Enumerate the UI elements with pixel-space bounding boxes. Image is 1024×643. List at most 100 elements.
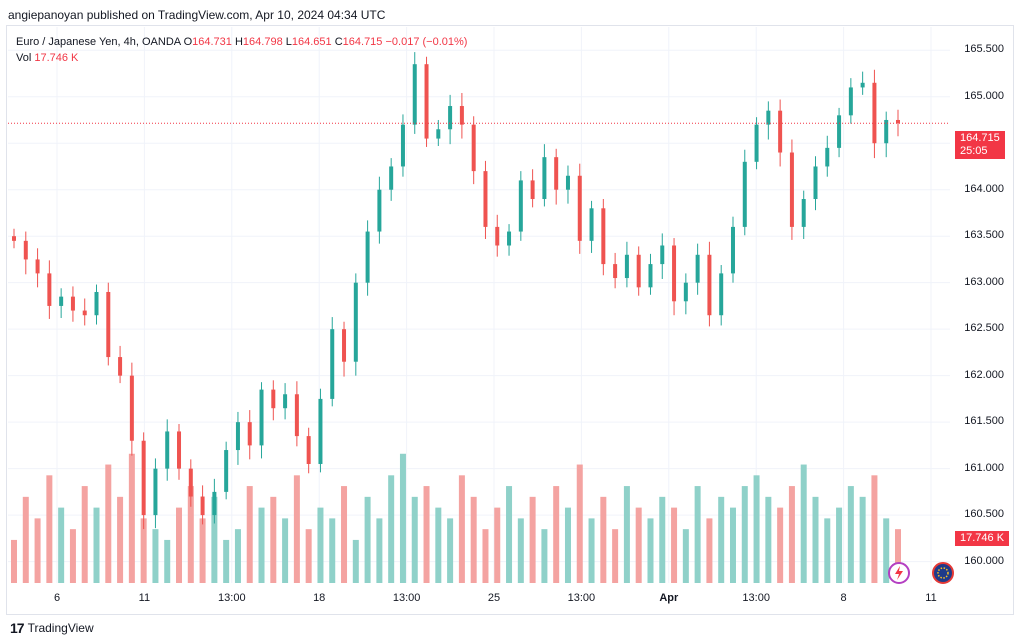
candle-body xyxy=(730,226,735,274)
volume-bar xyxy=(871,475,878,583)
candle-body xyxy=(283,394,288,409)
footer-brand[interactable]: 17 TradingView xyxy=(10,620,94,636)
candle-body xyxy=(801,199,806,227)
candle-body xyxy=(153,468,158,516)
volume-bar xyxy=(753,475,760,583)
candle-body xyxy=(872,82,877,144)
time-tick-label: 11 xyxy=(138,592,151,604)
volume-bar xyxy=(34,518,41,583)
lightning-icon[interactable] xyxy=(888,562,910,584)
volume-bar xyxy=(376,518,383,583)
candle-body xyxy=(412,64,417,125)
volume-bar xyxy=(22,496,29,583)
volume-bar xyxy=(140,518,147,583)
candle-body xyxy=(212,491,217,516)
candle-body xyxy=(129,375,134,441)
volume-bar xyxy=(812,496,819,583)
candle-body xyxy=(177,431,182,469)
volume-bar xyxy=(706,518,713,583)
chart-frame[interactable] xyxy=(6,25,1014,615)
candle-body xyxy=(200,496,205,516)
candle-body xyxy=(554,157,559,190)
volume-bar xyxy=(529,496,536,583)
volume-bar xyxy=(176,507,183,583)
volume-bar xyxy=(246,486,253,583)
candle-body xyxy=(483,171,488,227)
candle-body xyxy=(471,124,476,172)
legend-ohlc-row: Euro / Japanese Yen, 4h, OANDA O164.731 … xyxy=(16,34,467,50)
legend-high: 164.798 xyxy=(242,36,283,48)
volume-bar xyxy=(105,464,112,583)
candle-body xyxy=(683,282,688,302)
candle-body xyxy=(636,254,641,288)
candle-body xyxy=(47,273,52,306)
legend-symbol[interactable]: Euro / Japanese Yen, 4h, OANDA xyxy=(16,36,181,48)
time-tick-label: 11 xyxy=(925,592,937,604)
volume-bar xyxy=(117,496,124,583)
volume-bar xyxy=(69,529,76,583)
volume-bar xyxy=(729,507,736,583)
candle-body xyxy=(778,110,783,153)
candle-body xyxy=(118,357,123,376)
volume-bar xyxy=(765,496,772,583)
volume-bar xyxy=(788,486,795,583)
volume-bar xyxy=(600,496,607,583)
time-tick-label: 18 xyxy=(313,592,326,604)
candle-body xyxy=(695,254,700,283)
candle-body xyxy=(141,440,146,516)
volume-bar xyxy=(859,496,866,583)
candle-body xyxy=(424,64,429,139)
candle-body xyxy=(648,264,653,288)
volume-bar xyxy=(152,529,159,583)
legend-change: −0.017 (−0.01%) xyxy=(385,36,468,48)
candle-body xyxy=(719,273,724,316)
candle-body xyxy=(613,264,618,279)
volume-bar xyxy=(718,496,725,583)
volume-bar xyxy=(234,529,241,583)
volume-bar xyxy=(447,518,454,583)
volume-bar xyxy=(612,529,619,583)
price-tick-label: 160.000 xyxy=(964,554,1004,567)
volume-bar xyxy=(352,539,359,583)
candle-body xyxy=(436,129,441,139)
time-tick-label: 25 xyxy=(487,592,501,604)
candle-body xyxy=(837,115,842,148)
volume-bar xyxy=(470,496,477,583)
price-tick-label: 161.000 xyxy=(964,461,1004,474)
candle-body xyxy=(589,208,594,241)
price-tick-label: 163.000 xyxy=(964,275,1004,288)
price-tick-label: 160.500 xyxy=(964,508,1004,521)
candle-body xyxy=(884,119,889,144)
volume-bar xyxy=(553,486,560,583)
volume-bar xyxy=(694,486,701,583)
economic-calendar-icon[interactable] xyxy=(932,562,954,584)
price-tick-label: 165.000 xyxy=(964,89,1004,102)
publisher-line: angiepanoyan published on TradingView.co… xyxy=(8,8,386,22)
legend-vol-value: 17.746 K xyxy=(34,52,79,64)
legend-high-label: H xyxy=(234,36,243,48)
legend-open: 164.731 xyxy=(192,36,232,48)
candle-body xyxy=(448,106,453,130)
volume-bar xyxy=(682,529,689,583)
volume-bar xyxy=(423,486,430,583)
time-tick-label: 13:00 xyxy=(392,592,421,604)
price-tick-label: 164.000 xyxy=(964,182,1004,195)
candle-body xyxy=(353,282,358,362)
volume-bar xyxy=(317,507,324,583)
price-tick-label: 161.500 xyxy=(964,415,1004,428)
volume-bar xyxy=(187,486,194,583)
candle-body xyxy=(577,175,582,241)
bar-countdown: 25:05 xyxy=(960,145,988,157)
volume-bar xyxy=(93,507,100,583)
candle-body xyxy=(318,398,323,464)
time-tick-label: 13:00 xyxy=(567,592,596,604)
candle-body xyxy=(23,240,28,260)
candle-body xyxy=(672,245,677,302)
legend-close-label: C xyxy=(334,36,343,48)
candle-body xyxy=(542,157,547,200)
legend-open-label: O xyxy=(183,36,193,48)
volume-bar xyxy=(458,475,465,583)
price-tick-label: 163.500 xyxy=(964,229,1004,242)
volume-bar xyxy=(399,453,406,583)
